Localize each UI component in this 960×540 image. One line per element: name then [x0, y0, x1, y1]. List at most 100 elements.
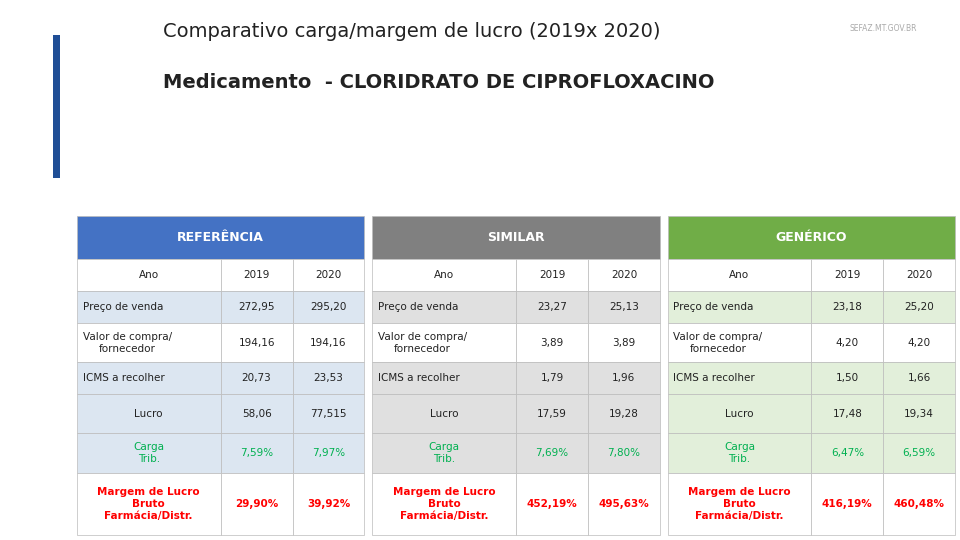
Bar — [588, 394, 660, 434]
Text: 25,20: 25,20 — [904, 302, 934, 312]
Bar — [811, 394, 883, 434]
Bar — [77, 259, 221, 291]
Text: Preço de venda: Preço de venda — [378, 302, 458, 312]
Bar — [372, 434, 516, 472]
Text: 39,92%: 39,92% — [307, 498, 350, 509]
Text: 17,59: 17,59 — [537, 409, 567, 419]
Bar — [516, 291, 588, 323]
Text: Carga
Trib.: Carga Trib. — [428, 442, 460, 464]
Bar — [77, 216, 365, 259]
Bar — [516, 323, 588, 362]
Text: Ano: Ano — [434, 270, 454, 280]
Bar — [372, 323, 516, 362]
Bar — [811, 362, 883, 394]
Text: 2020: 2020 — [316, 270, 342, 280]
Bar — [221, 259, 293, 291]
Text: Valor de compra/
fornecedor: Valor de compra/ fornecedor — [83, 332, 172, 354]
Text: 58,06: 58,06 — [242, 409, 272, 419]
Text: 194,16: 194,16 — [238, 338, 275, 348]
Text: Margem de Lucro
Bruto
Farmácia/Distr.: Margem de Lucro Bruto Farmácia/Distr. — [688, 487, 791, 521]
Bar — [588, 259, 660, 291]
Bar — [667, 472, 811, 535]
Text: 1,66: 1,66 — [907, 373, 931, 383]
Text: 272,95: 272,95 — [238, 302, 275, 312]
Bar — [372, 291, 516, 323]
Bar — [293, 472, 365, 535]
Bar — [293, 259, 365, 291]
Text: Preço de venda: Preço de venda — [83, 302, 163, 312]
Text: Lucro: Lucro — [725, 409, 754, 419]
Text: 1,50: 1,50 — [836, 373, 859, 383]
Bar — [516, 472, 588, 535]
Text: SEFAZ.MT.GOV.BR: SEFAZ.MT.GOV.BR — [850, 24, 917, 33]
Text: Valor de compra/
fornecedor: Valor de compra/ fornecedor — [378, 332, 467, 354]
Text: 2019: 2019 — [834, 270, 860, 280]
Bar — [221, 323, 293, 362]
Bar — [883, 323, 955, 362]
Text: 23,18: 23,18 — [832, 302, 862, 312]
Bar — [588, 472, 660, 535]
Bar — [667, 323, 811, 362]
Bar — [77, 394, 221, 434]
Bar — [372, 362, 516, 394]
Bar — [811, 434, 883, 472]
Text: Ano: Ano — [138, 270, 158, 280]
Text: 2020: 2020 — [906, 270, 932, 280]
Bar — [811, 472, 883, 535]
Bar — [811, 259, 883, 291]
Bar — [667, 216, 955, 259]
Bar — [293, 362, 365, 394]
Text: 6,59%: 6,59% — [902, 448, 936, 458]
Text: Carga
Trib.: Carga Trib. — [724, 442, 755, 464]
Bar — [77, 434, 221, 472]
Text: Lucro: Lucro — [134, 409, 163, 419]
Bar — [221, 394, 293, 434]
Bar — [53, 35, 60, 178]
Text: Valor de compra/
fornecedor: Valor de compra/ fornecedor — [673, 332, 762, 354]
Bar — [221, 434, 293, 472]
Bar — [77, 291, 221, 323]
Bar — [588, 291, 660, 323]
Bar — [293, 434, 365, 472]
Text: 495,63%: 495,63% — [598, 498, 649, 509]
Bar — [293, 323, 365, 362]
Bar — [516, 259, 588, 291]
Text: 7,97%: 7,97% — [312, 448, 345, 458]
Text: Medicamento  - CLORIDRATO DE CIPROFLOXACINO: Medicamento - CLORIDRATO DE CIPROFLOXACI… — [163, 73, 714, 92]
Bar — [293, 394, 365, 434]
Text: 194,16: 194,16 — [310, 338, 347, 348]
Text: Ano: Ano — [730, 270, 750, 280]
Bar — [667, 362, 811, 394]
Text: REFERÊNCIA: REFERÊNCIA — [178, 231, 264, 244]
Text: 23,53: 23,53 — [314, 373, 344, 383]
Bar — [372, 259, 516, 291]
Bar — [667, 259, 811, 291]
Bar — [883, 434, 955, 472]
Bar — [77, 323, 221, 362]
Bar — [293, 291, 365, 323]
Text: 416,19%: 416,19% — [822, 498, 873, 509]
Bar — [667, 291, 811, 323]
Text: 452,19%: 452,19% — [527, 498, 577, 509]
Bar — [667, 394, 811, 434]
Bar — [588, 323, 660, 362]
Bar — [883, 291, 955, 323]
Text: 19,34: 19,34 — [904, 409, 934, 419]
Text: Margem de Lucro
Bruto
Farmácia/Distr.: Margem de Lucro Bruto Farmácia/Distr. — [393, 487, 495, 521]
Bar — [667, 434, 811, 472]
Bar — [372, 472, 516, 535]
Bar — [883, 362, 955, 394]
Text: Comparativo carga/margem de lucro (2019x 2020): Comparativo carga/margem de lucro (2019x… — [163, 22, 660, 40]
Bar — [221, 291, 293, 323]
Text: 19,28: 19,28 — [609, 409, 638, 419]
Text: 20,73: 20,73 — [242, 373, 272, 383]
Text: Margem de Lucro
Bruto
Farmácia/Distr.: Margem de Lucro Bruto Farmácia/Distr. — [97, 487, 200, 521]
Bar — [221, 362, 293, 394]
Text: 3,89: 3,89 — [612, 338, 636, 348]
Text: 2019: 2019 — [244, 270, 270, 280]
Text: 17,48: 17,48 — [832, 409, 862, 419]
Bar — [77, 472, 221, 535]
Bar — [372, 394, 516, 434]
Text: 77,515: 77,515 — [310, 409, 347, 419]
Text: 7,69%: 7,69% — [536, 448, 568, 458]
